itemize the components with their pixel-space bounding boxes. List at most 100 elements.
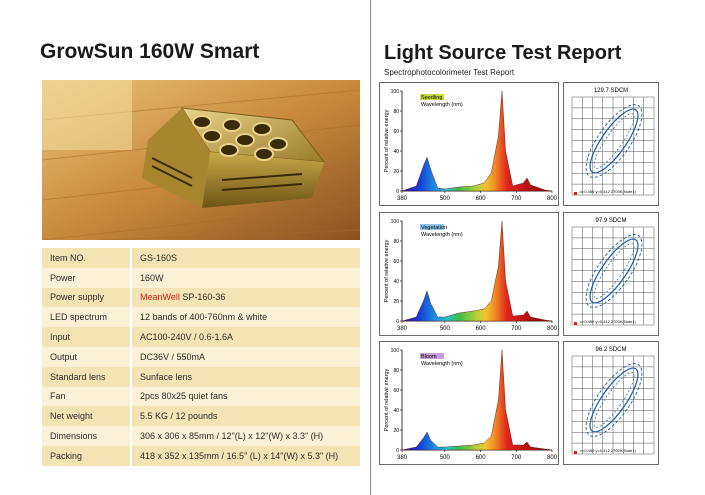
spec-label: Dimensions (42, 426, 132, 446)
x-tick-label: 600 (476, 196, 487, 202)
y-tick-label: 40 (393, 408, 399, 414)
spec-row: Packing 418 x 352 x 135mm / 16.5" (L) x … (42, 445, 360, 466)
spec-row: Standard lens Sunface lens (42, 366, 360, 387)
y-tick-label: 20 (393, 299, 399, 305)
y-tick-label: 40 (393, 279, 399, 285)
x-tick-label: 380 (397, 196, 408, 202)
mode-tag (420, 94, 444, 100)
sdcm-label: 97.9 SDCM (595, 218, 626, 224)
measured-point (574, 322, 577, 325)
macadam-ellipse-inner (593, 243, 635, 299)
coordinate-label: x=0.459 y=0.412 2700K(Note1) (580, 448, 636, 453)
spec-label: Output (42, 346, 132, 367)
spec-value: 2pcs 80x25 quiet fans (131, 386, 360, 407)
macadam-ellipse-inner (593, 372, 635, 428)
y-tick-label: 0 (396, 448, 399, 454)
y-tick-label: 60 (393, 129, 399, 135)
spec-row: Dimensions 306 x 306 x 85mm / 12"(L) x 1… (42, 426, 360, 446)
spec-label: Item NO. (42, 248, 132, 268)
x-tick-label: 700 (511, 326, 522, 332)
spec-value: DC36V / 550mA (131, 346, 360, 367)
y-tick-label: 80 (393, 239, 399, 245)
spectrum-chart-seedling: 0 20 40 60 80 100 380 500 600 700 800 Percent of re… (379, 82, 559, 206)
x-axis-label: Wavelength (nm) (421, 361, 463, 367)
spec-row: Output DC36V / 550mA (42, 346, 360, 367)
x-tick-label: 500 (440, 196, 451, 202)
spec-label: Net weight (42, 406, 132, 427)
x-tick-label: 380 (397, 455, 408, 461)
spec-label: Standard lens (42, 366, 132, 387)
y-axis-label: Percent of relative energy (384, 368, 390, 431)
x-tick-label: 500 (440, 326, 451, 332)
x-tick-label: 380 (397, 326, 408, 332)
macadam-ellipse-outer (585, 104, 643, 178)
y-tick-label: 100 (391, 89, 400, 95)
y-axis-label: Percent of relative energy (384, 239, 390, 302)
macadam-ellipse-inner (593, 113, 635, 169)
y-tick-label: 0 (396, 189, 399, 195)
spectrum-chart-vegetation: 0 20 40 60 80 100 380 500 600 700 800 Percent of re… (379, 212, 559, 336)
y-tick-label: 80 (393, 109, 399, 115)
spec-label: LED spectrum (42, 307, 132, 328)
product-title: GrowSun 160W Smart (40, 40, 260, 63)
spec-value: Sunface lens (131, 366, 360, 387)
spec-row: LED spectrum 12 bands of 400-760nm & whi… (42, 307, 360, 328)
sdcm-label: 129.7 SDCM (594, 88, 628, 94)
spec-label: Input (42, 327, 132, 347)
x-axis-label: Wavelength (nm) (421, 102, 463, 108)
y-tick-label: 60 (393, 259, 399, 265)
x-tick-label: 700 (511, 196, 522, 202)
spec-table: Item NO. GS-160S Power 160W Power supply… (42, 248, 360, 466)
macadam-ellipse (589, 238, 639, 304)
spec-label: Power (42, 267, 132, 288)
y-tick-label: 20 (393, 169, 399, 175)
spec-row: Power 160W (42, 267, 360, 288)
macadam-ellipse-outer (585, 363, 643, 437)
spectrum-chart-bloom: 0 20 40 60 80 100 380 500 600 700 800 Percent of re… (379, 341, 559, 465)
chromaticity-chart-seedling: 129.7 SDCM x=0.459 y=0.412 2700K(Note1) (563, 82, 659, 206)
x-axis-label: Wavelength (nm) (421, 232, 463, 238)
mode-label: Seedling (421, 95, 442, 101)
page-divider (370, 0, 371, 495)
x-tick-label: 800 (547, 455, 558, 461)
report-subtitle: Spectrophotocolorimeter Test Report (384, 68, 515, 77)
measured-point (574, 192, 577, 195)
mode-tag (420, 224, 444, 230)
coordinate-label: x=0.459 y=0.412 2700K(Note1) (580, 189, 636, 194)
model-name: SP-160-36 (182, 292, 226, 303)
y-tick-label: 100 (391, 219, 400, 225)
y-axis-label: Percent of relative energy (384, 109, 390, 172)
mode-label: Vegetation (421, 225, 447, 231)
y-tick-label: 60 (393, 388, 399, 394)
x-tick-label: 600 (476, 326, 487, 332)
y-tick-label: 100 (391, 348, 400, 354)
x-tick-label: 600 (476, 455, 487, 461)
spec-label: Fan (42, 386, 132, 407)
x-tick-label: 800 (547, 326, 558, 332)
coordinate-label: x=0.459 y=0.412 2700K(Note1) (580, 319, 636, 324)
sdcm-label: 96.2 SDCM (595, 347, 626, 353)
spec-row: Input AC100-240V / 0.6-1.6A (42, 327, 360, 347)
mode-label: Bloom (421, 354, 437, 360)
spec-value: 12 bands of 400-760nm & white (131, 307, 360, 328)
macadam-ellipse (589, 367, 639, 433)
y-tick-label: 0 (396, 319, 399, 325)
brand-name: MeanWell (140, 292, 180, 303)
x-tick-label: 500 (440, 455, 451, 461)
spec-value: 306 x 306 x 85mm / 12"(L) x 12"(W) x 3.3… (131, 426, 360, 446)
spec-row: Net weight 5.5 KG / 12 pounds (42, 406, 360, 427)
spec-row: Power supply MeanWell SP-160-36 (42, 287, 360, 308)
measured-point (574, 451, 577, 454)
spec-value: 160W (131, 267, 360, 288)
spec-value: AC100-240V / 0.6-1.6A (131, 327, 360, 347)
spectrum-area (401, 349, 553, 451)
spec-value: 418 x 352 x 135mm / 16.5" (L) x 14"(W) x… (131, 445, 360, 466)
y-tick-label: 20 (393, 428, 399, 434)
spec-row: Fan 2pcs 80x25 quiet fans (42, 386, 360, 407)
macadam-ellipse-outer (585, 234, 643, 308)
spec-label: Packing (42, 445, 132, 466)
spec-value: 5.5 KG / 12 pounds (131, 406, 360, 427)
spec-value: MeanWell SP-160-36 (131, 287, 360, 308)
chromaticity-chart-vegetation: 97.9 SDCM x=0.459 y=0.412 2700K(Note1) (563, 212, 659, 336)
report-title: Light Source Test Report (384, 42, 622, 64)
